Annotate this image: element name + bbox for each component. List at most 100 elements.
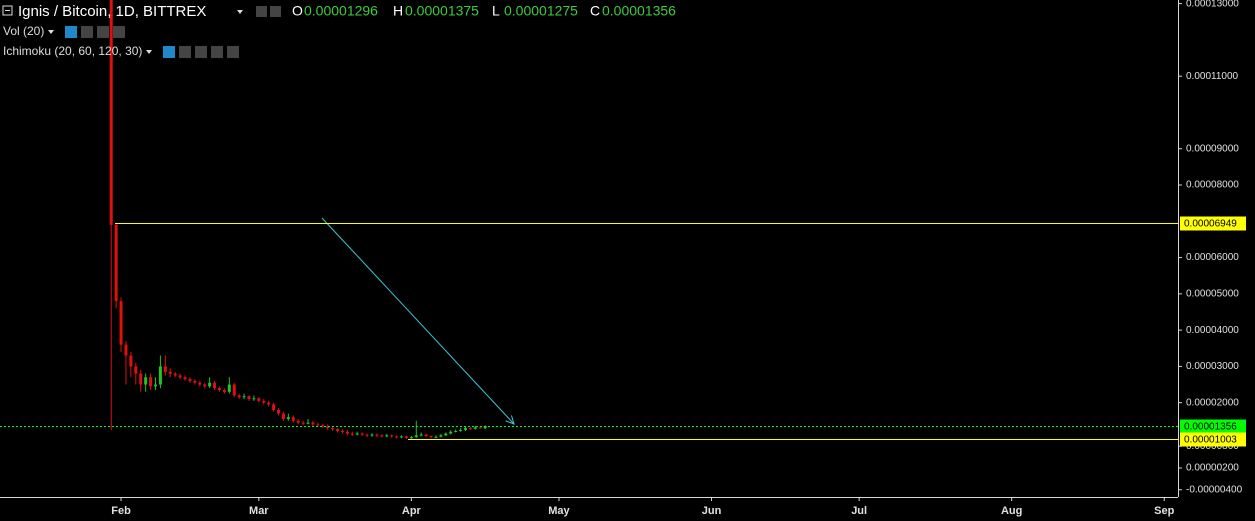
candle-body xyxy=(232,384,236,396)
candle-body xyxy=(439,435,443,437)
ohlc-value: 0.00001375 xyxy=(405,3,479,19)
candle-body xyxy=(360,433,364,435)
candle-body xyxy=(375,434,379,436)
candle-body xyxy=(459,429,463,431)
indicator-label: Ichimoku (20, 60, 120, 30) xyxy=(3,44,142,58)
y-tick-label: 0.00005000 xyxy=(1186,288,1239,299)
candle-body xyxy=(237,395,241,398)
candle-body xyxy=(272,404,276,410)
y-tick-label: 0.00009000 xyxy=(1186,143,1239,154)
candle-body xyxy=(355,433,359,435)
candle-body xyxy=(149,377,153,387)
x-tick-label: Sep xyxy=(1154,505,1174,517)
settings-button[interactable] xyxy=(270,6,281,17)
y-tick-label: -0.00000400 xyxy=(1186,484,1243,495)
y-tick-label: 0.00008000 xyxy=(1186,180,1239,191)
y-tick-label: 0.00004000 xyxy=(1186,325,1239,336)
candle-body xyxy=(400,436,404,438)
price-label: 0.00001003 xyxy=(1184,435,1237,446)
candle-body xyxy=(340,430,344,432)
plot-area xyxy=(109,0,487,439)
remove-button[interactable] xyxy=(227,46,239,58)
candle-body xyxy=(390,435,394,437)
x-tick-label: Jun xyxy=(702,505,722,517)
candle-body xyxy=(173,373,177,376)
candle-body xyxy=(208,382,212,387)
visibility-button[interactable] xyxy=(65,26,77,38)
collapse-button[interactable] xyxy=(2,5,13,16)
candle-body xyxy=(301,422,305,424)
price-label: 0.00006949 xyxy=(1184,219,1237,230)
candle-body xyxy=(414,435,418,438)
candle-body xyxy=(370,434,374,436)
add-button[interactable] xyxy=(97,26,109,38)
candle-body xyxy=(286,417,290,420)
candle-body xyxy=(296,420,300,423)
candle-body xyxy=(153,384,157,387)
candle-body xyxy=(380,435,384,437)
remove-button[interactable] xyxy=(113,26,125,38)
candle-body xyxy=(222,389,226,392)
candle-body xyxy=(468,428,472,430)
source-button[interactable] xyxy=(195,46,207,58)
candle-body xyxy=(257,398,261,401)
indicator-label: Vol (20) xyxy=(3,24,44,38)
y-tick-label: 0.00002000 xyxy=(1186,397,1239,408)
candle-body xyxy=(350,433,354,435)
candle-body xyxy=(336,429,340,431)
settings-button[interactable] xyxy=(81,26,93,38)
settings-button[interactable] xyxy=(179,46,191,58)
candle-body xyxy=(277,409,281,414)
candle-body xyxy=(306,422,310,424)
candle-body xyxy=(158,366,162,385)
x-tick-label: Jul xyxy=(851,505,867,517)
dropdown-icon[interactable] xyxy=(146,50,152,54)
candle-body xyxy=(473,427,477,429)
visibility-button[interactable] xyxy=(163,46,175,58)
candle-body xyxy=(188,379,192,381)
price-label-box xyxy=(1180,419,1246,434)
candle-body xyxy=(483,426,487,429)
candle-body xyxy=(419,434,423,436)
candle-body xyxy=(434,436,438,438)
dropdown-icon[interactable] xyxy=(48,30,54,34)
candle-body xyxy=(124,344,128,356)
ohlc-value: 0.00001296 xyxy=(304,3,378,19)
candle-body xyxy=(478,427,482,429)
add-button[interactable] xyxy=(211,46,223,58)
trend-arrow[interactable] xyxy=(321,217,514,424)
candle-body xyxy=(365,434,369,436)
ohlc-readout: O 0.00001296 H 0.00001375 L 0.00001275 C 0.0000… xyxy=(292,3,676,19)
price-label: 0.00001356 xyxy=(1184,422,1237,433)
candle-body xyxy=(316,424,320,426)
ohlc-value: 0.00001275 xyxy=(504,3,578,19)
y-tick-label: 0.00006000 xyxy=(1186,252,1239,263)
visibility-button[interactable] xyxy=(256,6,267,17)
axes: 0.00013000 0.00011000 0.00009000 0.00008000… xyxy=(111,0,1242,517)
candle-body xyxy=(345,431,349,434)
candle-body xyxy=(109,0,113,225)
y-tick-label: 0.00000200 xyxy=(1186,463,1239,474)
legend-header: Ignis / Bitcoin, 1D, BITTREX O 0.00001296… xyxy=(2,3,676,58)
candle-body xyxy=(326,426,330,429)
candle-body xyxy=(331,428,335,430)
chart-title: Ignis / Bitcoin, 1D, BITTREX xyxy=(18,3,206,20)
candle-body xyxy=(262,400,266,403)
candle-body xyxy=(129,355,133,367)
ohlc-label: H xyxy=(393,3,403,19)
candle-body xyxy=(395,436,399,438)
candle-body xyxy=(449,431,453,434)
candle-body xyxy=(291,417,295,421)
candle-body xyxy=(252,398,256,400)
x-tick-label: Feb xyxy=(111,505,131,517)
candle-body xyxy=(385,435,389,437)
dropdown-icon[interactable] xyxy=(237,10,243,14)
candle-body xyxy=(119,301,123,345)
y-tick-label: 0.00003000 xyxy=(1186,361,1239,372)
candle-body xyxy=(134,366,138,374)
candle-body xyxy=(178,375,182,378)
candle-body xyxy=(183,377,187,380)
candle-body xyxy=(247,396,251,400)
